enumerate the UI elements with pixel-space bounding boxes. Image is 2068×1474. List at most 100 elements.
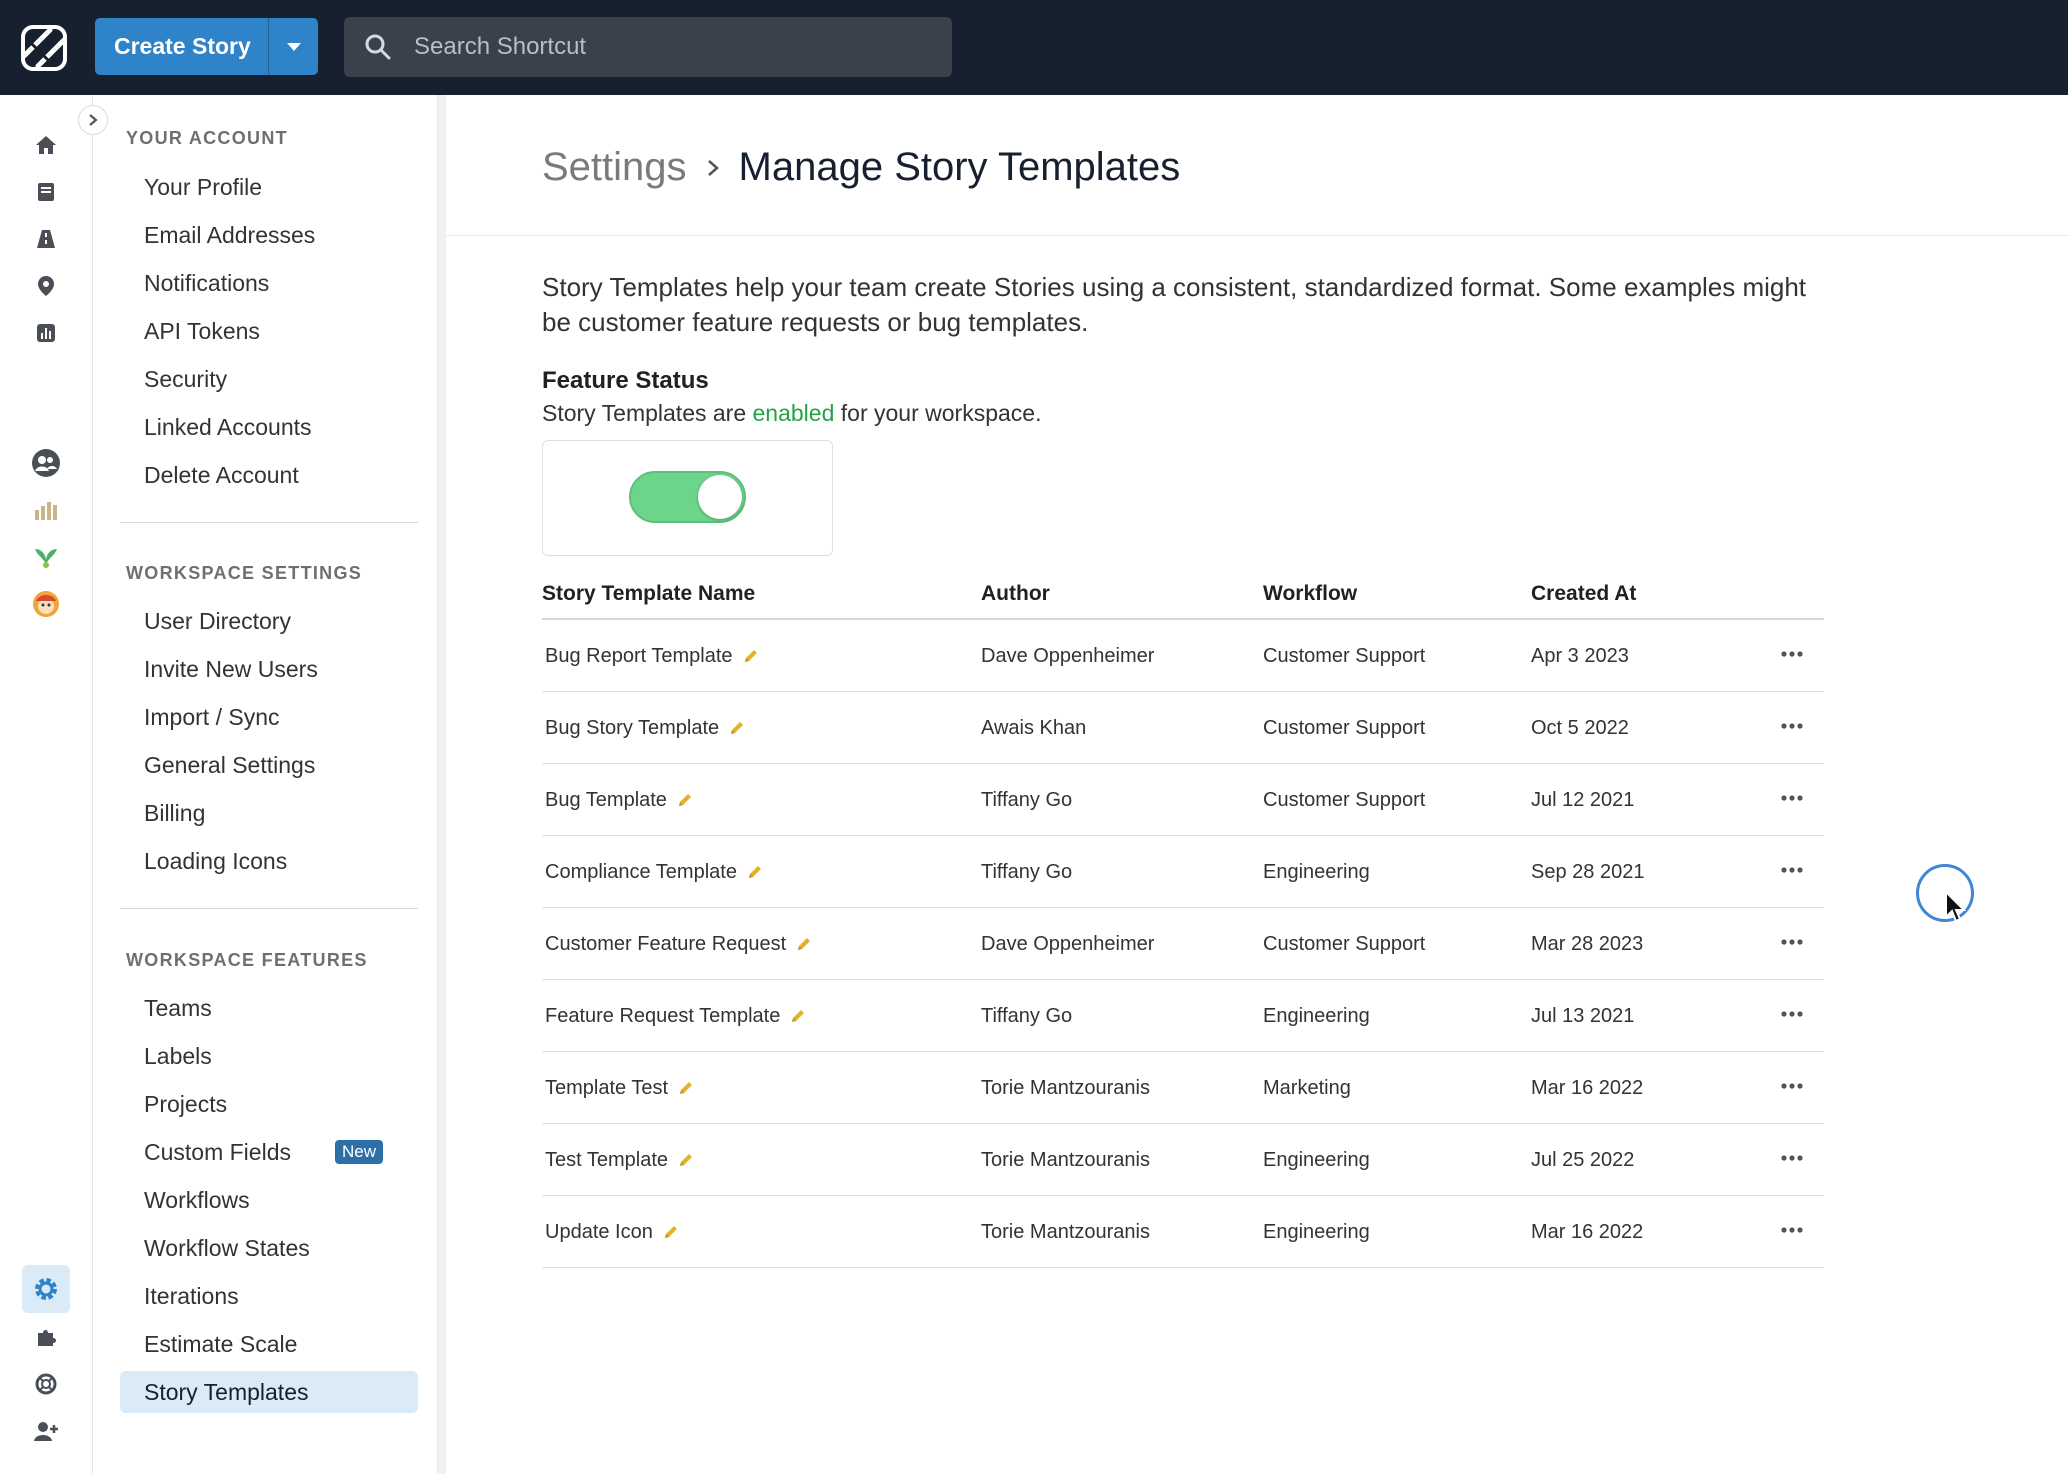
- nav-item-notifications[interactable]: Notifications: [144, 270, 270, 296]
- nav-item-delete-account[interactable]: Delete Account: [144, 462, 299, 488]
- template-name-cell[interactable]: Template Test: [545, 1052, 694, 1124]
- edit-pencil-icon[interactable]: [678, 1080, 694, 1096]
- table-row[interactable]: Feature Request Template Tiffany Go Engine…: [542, 980, 1824, 1052]
- created-at-cell: Mar 16 2022: [1531, 1077, 1644, 1099]
- table-row[interactable]: Bug Report Template Dave Oppenheimer Custo…: [542, 620, 1824, 692]
- create-story-label[interactable]: Create Story: [114, 33, 251, 59]
- template-name[interactable]: Test Template: [545, 1149, 669, 1171]
- location-pin-icon[interactable]: [26, 266, 66, 306]
- edit-pencil-icon[interactable]: [743, 648, 759, 664]
- team-icon[interactable]: [26, 443, 66, 483]
- table-row[interactable]: Bug Story Template Awais Khan Customer Sup…: [542, 692, 1824, 764]
- nav-item-loading-icons[interactable]: Loading Icons: [144, 848, 288, 874]
- template-name[interactable]: Feature Request Template: [545, 1005, 781, 1027]
- column-header-name[interactable]: Story Template Name: [542, 582, 756, 605]
- nav-item-general-settings[interactable]: General Settings: [144, 752, 316, 778]
- edit-pencil-icon[interactable]: [729, 720, 745, 736]
- team-avatar-4-icon[interactable]: [26, 584, 66, 624]
- more-options-icon[interactable]: [1780, 936, 1804, 948]
- template-name[interactable]: Customer Feature Request: [545, 933, 787, 955]
- nav-item-api-tokens[interactable]: API Tokens: [144, 318, 260, 344]
- template-name-cell[interactable]: Customer Feature Request: [545, 908, 812, 980]
- workflow-cell: Customer Support: [1263, 717, 1426, 739]
- table-row[interactable]: Template Test Torie Mantzouranis Marketing…: [542, 1052, 1824, 1124]
- nav-item-linked-accounts[interactable]: Linked Accounts: [144, 414, 312, 440]
- create-story-button[interactable]: Create Story: [95, 18, 318, 75]
- chart-icon[interactable]: [26, 313, 66, 353]
- nav-item-iterations[interactable]: Iterations: [144, 1283, 239, 1309]
- template-name-cell[interactable]: Compliance Template: [545, 836, 763, 908]
- nav-item-story-templates[interactable]: Story Templates: [120, 1371, 418, 1413]
- nav-item-user-directory[interactable]: User Directory: [144, 608, 291, 634]
- more-options-icon[interactable]: [1780, 648, 1804, 660]
- template-name[interactable]: Update Icon: [545, 1221, 653, 1243]
- template-name[interactable]: Bug Story Template: [545, 717, 720, 739]
- team-avatar-2-icon[interactable]: [26, 490, 66, 530]
- create-story-dropdown-button[interactable]: [268, 18, 318, 75]
- breadcrumb-settings-link[interactable]: Settings: [542, 145, 687, 189]
- add-user-icon[interactable]: [26, 1411, 66, 1451]
- more-options-icon[interactable]: [1780, 1224, 1804, 1236]
- table-row[interactable]: Compliance Template Tiffany Go Engineering…: [542, 836, 1824, 908]
- nav-item-labels[interactable]: Labels: [144, 1043, 212, 1069]
- column-header-author[interactable]: Author: [981, 582, 1050, 605]
- edit-pencil-icon[interactable]: [796, 936, 812, 952]
- column-header-created-at[interactable]: Created At: [1531, 582, 1637, 605]
- table-row[interactable]: Test Template Torie Mantzouranis Engineeri…: [542, 1124, 1824, 1196]
- template-name-cell[interactable]: Test Template: [545, 1124, 694, 1196]
- edit-pencil-icon[interactable]: [790, 1008, 806, 1024]
- team-avatar-3-icon[interactable]: [26, 537, 66, 577]
- table-row[interactable]: Customer Feature Request Dave Oppenheimer…: [542, 908, 1824, 980]
- edit-pencil-icon[interactable]: [663, 1224, 679, 1240]
- home-icon[interactable]: [26, 125, 66, 165]
- template-name[interactable]: Compliance Template: [545, 861, 737, 883]
- nav-item-security[interactable]: Security: [144, 366, 228, 392]
- edit-pencil-icon[interactable]: [747, 864, 763, 880]
- edit-pencil-icon[interactable]: [678, 1152, 694, 1168]
- table-row[interactable]: Update Icon Torie Mantzouranis Engineering…: [542, 1196, 1824, 1268]
- nav-item-import-sync[interactable]: Import / Sync: [144, 704, 280, 730]
- search-input[interactable]: Search Shortcut: [344, 17, 952, 77]
- feature-status-prefix: Story Templates are: [542, 400, 753, 426]
- nav-heading-your-account: YOUR ACCOUNT: [126, 128, 288, 148]
- template-name-cell[interactable]: Feature Request Template: [545, 980, 806, 1052]
- template-name-cell[interactable]: Bug Report Template: [545, 620, 759, 692]
- nav-item-workflow-states[interactable]: Workflow States: [144, 1235, 310, 1261]
- column-header-workflow[interactable]: Workflow: [1263, 582, 1358, 605]
- nav-item-projects[interactable]: Projects: [144, 1091, 228, 1117]
- nav-item-custom-fields[interactable]: Custom Fields New: [120, 1131, 418, 1173]
- template-name[interactable]: Template Test: [545, 1077, 669, 1099]
- nav-item-email-addresses[interactable]: Email Addresses: [144, 222, 316, 248]
- table-row[interactable]: Bug Template Tiffany Go Customer Support Ju…: [542, 764, 1824, 836]
- more-options-icon[interactable]: [1780, 1080, 1804, 1092]
- template-name-cell[interactable]: Bug Story Template: [545, 692, 745, 764]
- nav-item-estimate-scale[interactable]: Estimate Scale: [144, 1331, 298, 1357]
- nav-item-your-profile[interactable]: Your Profile: [144, 174, 263, 200]
- more-options-icon[interactable]: [1780, 792, 1804, 804]
- expand-sidebar-button[interactable]: [78, 105, 108, 135]
- table-body: Bug Report Template Dave Oppenheimer Custo…: [542, 620, 1824, 1268]
- nav-item-invite-new-users[interactable]: Invite New Users: [144, 656, 318, 682]
- template-name[interactable]: Bug Template: [545, 789, 667, 811]
- puzzle-icon[interactable]: [26, 1317, 66, 1357]
- road-icon[interactable]: [26, 219, 66, 259]
- more-options-icon[interactable]: [1780, 1008, 1804, 1020]
- help-icon[interactable]: [26, 1364, 66, 1404]
- more-options-icon[interactable]: [1780, 720, 1804, 732]
- shortcut-logo-icon[interactable]: [20, 24, 72, 72]
- more-options-icon[interactable]: [1780, 1152, 1804, 1164]
- gear-icon[interactable]: [22, 1265, 70, 1313]
- template-name-cell[interactable]: Update Icon: [545, 1196, 679, 1268]
- workflow-cell: Customer Support: [1263, 645, 1426, 667]
- template-name[interactable]: Bug Report Template: [545, 645, 733, 667]
- nav-item-teams[interactable]: Teams: [144, 995, 212, 1021]
- feature-toggle[interactable]: [629, 471, 746, 523]
- template-name-cell[interactable]: Bug Template: [545, 764, 693, 836]
- nav-item-billing[interactable]: Billing: [144, 800, 206, 826]
- nav-item-workflows[interactable]: Workflows: [144, 1187, 250, 1213]
- author-cell: Torie Mantzouranis: [981, 1221, 1150, 1243]
- edit-pencil-icon[interactable]: [677, 792, 693, 808]
- more-options-icon[interactable]: [1780, 864, 1804, 876]
- nav-heading-workspace-settings: WORKSPACE SETTINGS: [126, 563, 363, 583]
- book-icon[interactable]: [26, 172, 66, 212]
